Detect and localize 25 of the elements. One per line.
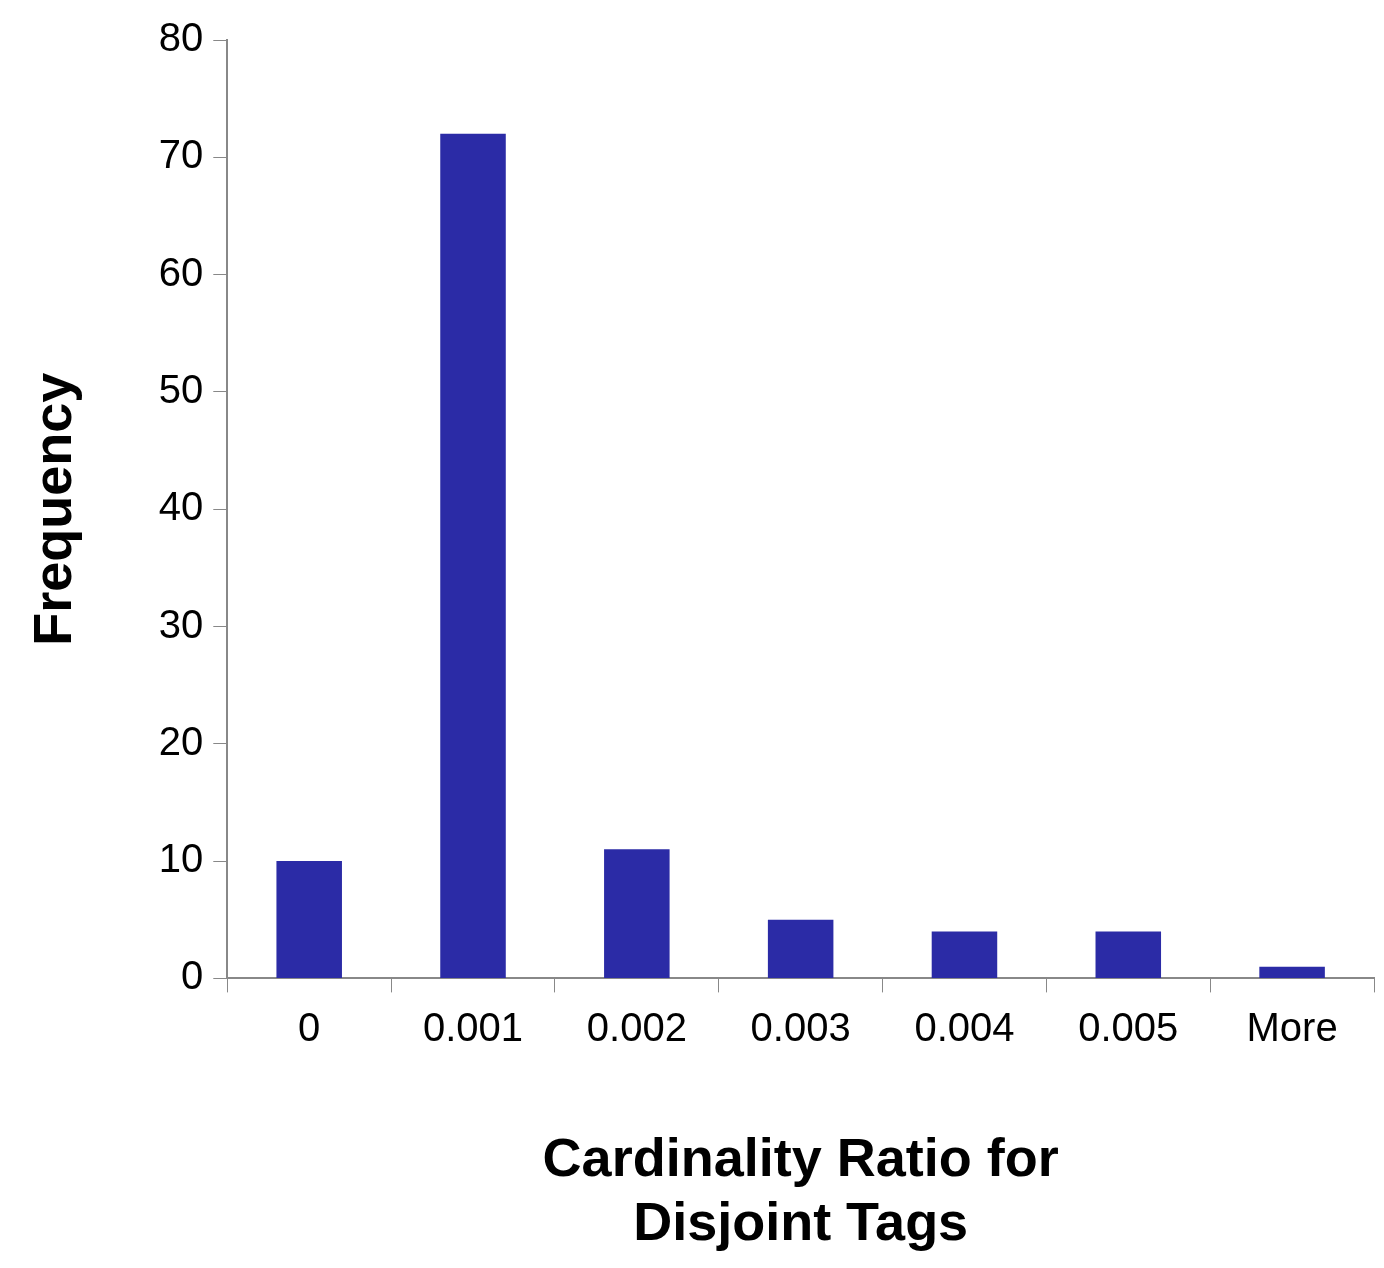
x-axis-title: Cardinality Ratio for Disjoint Tags — [542, 1126, 1059, 1252]
x-tick-label: 0.005 — [1078, 1005, 1179, 1050]
x-tick-label: 0.004 — [914, 1005, 1015, 1050]
bar — [931, 931, 998, 978]
y-tick-label: 30 — [158, 601, 204, 646]
x-tick-label: 0.003 — [750, 1005, 851, 1050]
y-tick-label: 20 — [158, 718, 204, 763]
y-tick-label: 80 — [158, 15, 204, 60]
bar — [1095, 931, 1162, 978]
bar — [440, 133, 506, 978]
y-tick-label: 10 — [158, 836, 204, 881]
y-axis-title: Frequency — [22, 372, 83, 646]
x-tick-label: 0.001 — [422, 1005, 524, 1050]
bar — [767, 919, 834, 978]
bar — [1259, 966, 1325, 978]
y-tick-label: 40 — [158, 484, 204, 529]
y-tick-label: 0 — [181, 953, 204, 998]
bar — [276, 861, 342, 978]
bar — [604, 849, 670, 978]
y-tick-label: 70 — [158, 132, 204, 177]
x-tick-label: More — [1246, 1005, 1338, 1050]
y-tick-label: 50 — [158, 366, 204, 411]
x-tick-label: 0.002 — [586, 1005, 687, 1050]
x-tick-label: 0 — [298, 1005, 321, 1050]
y-tick-label: 60 — [158, 249, 204, 294]
